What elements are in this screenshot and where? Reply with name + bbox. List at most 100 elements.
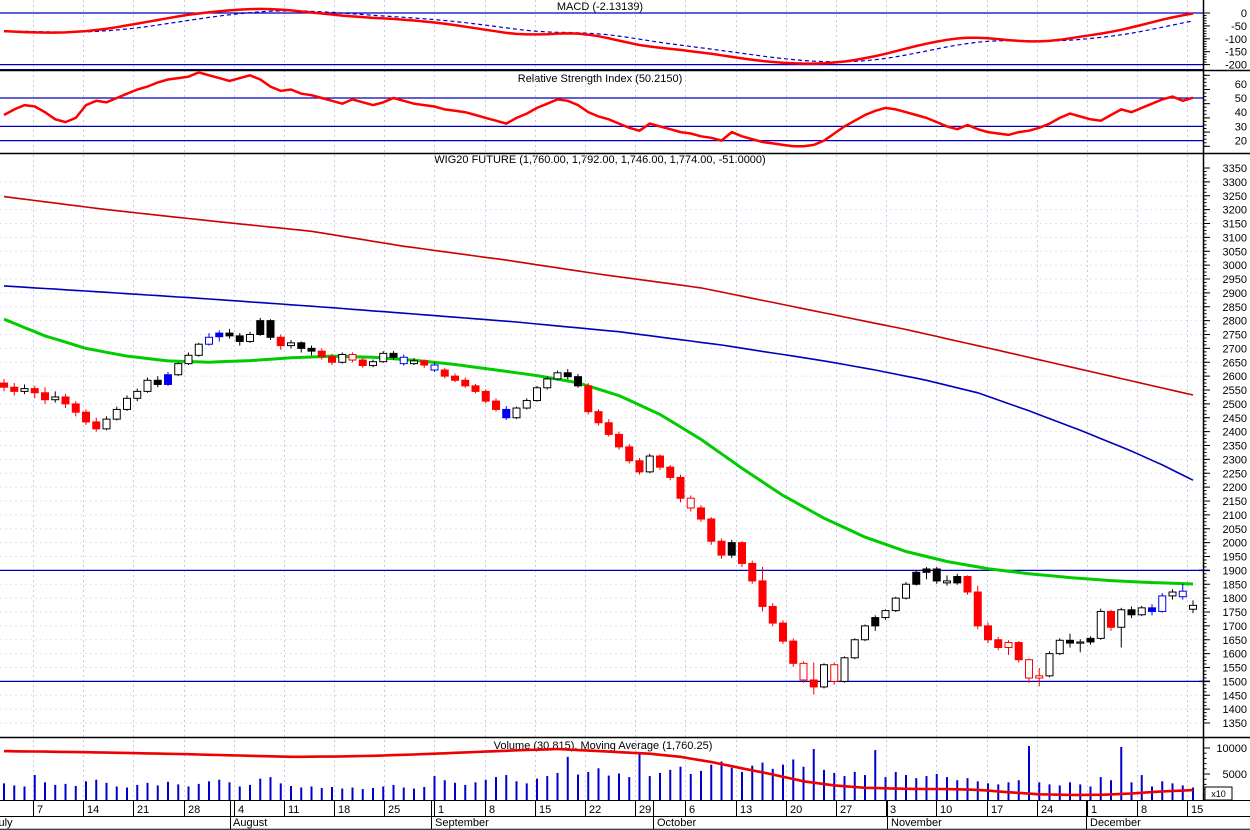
- svg-text:-100: -100: [1225, 34, 1247, 46]
- svg-text:1850: 1850: [1223, 579, 1247, 591]
- svg-text:20: 20: [1235, 136, 1247, 148]
- svg-text:2100: 2100: [1223, 510, 1247, 522]
- svg-text:5000: 5000: [1223, 769, 1247, 781]
- macd-signal-line: [3, 10, 1194, 63]
- svg-text:18: 18: [338, 804, 350, 816]
- svg-text:1650: 1650: [1223, 635, 1247, 647]
- rsi-line: [3, 71, 1194, 148]
- svg-text:2550: 2550: [1223, 385, 1247, 397]
- svg-text:20: 20: [790, 804, 802, 816]
- svg-text:1500: 1500: [1223, 676, 1247, 688]
- panel-separators: [0, 69, 1250, 830]
- level-lines: [0, 12, 1210, 683]
- svg-text:10: 10: [940, 804, 952, 816]
- svg-text:13: 13: [740, 804, 752, 816]
- svg-text:2600: 2600: [1223, 371, 1247, 383]
- svg-text:6: 6: [689, 804, 695, 816]
- svg-text:10000: 10000: [1216, 743, 1247, 755]
- svg-text:3000: 3000: [1223, 260, 1247, 272]
- svg-text:24: 24: [1041, 804, 1053, 816]
- svg-text:1450: 1450: [1223, 690, 1247, 702]
- svg-text:-150: -150: [1225, 47, 1247, 59]
- svg-text:29: 29: [639, 804, 651, 816]
- main-panel-title: WIG20 FUTURE (1,760.00, 1,792.00, 1,746.…: [434, 154, 766, 166]
- svg-text:1900: 1900: [1223, 565, 1247, 577]
- price-gridlines: [0, 181, 1203, 724]
- svg-text:3250: 3250: [1223, 191, 1247, 203]
- svg-text:1700: 1700: [1223, 621, 1247, 633]
- svg-text:September: September: [435, 817, 489, 829]
- svg-text:November: November: [891, 817, 942, 829]
- svg-text:1750: 1750: [1223, 607, 1247, 619]
- svg-text:3350: 3350: [1223, 163, 1247, 175]
- moving-averages: [3, 195, 1194, 586]
- svg-text:2000: 2000: [1223, 538, 1247, 550]
- svg-text:17: 17: [991, 804, 1003, 816]
- svg-text:December: December: [1090, 817, 1141, 829]
- svg-text:0: 0: [1241, 8, 1247, 20]
- svg-text:2300: 2300: [1223, 454, 1247, 466]
- svg-text:3300: 3300: [1223, 177, 1247, 189]
- svg-text:x10: x10: [1211, 789, 1226, 799]
- svg-text:2500: 2500: [1223, 399, 1247, 411]
- svg-text:30: 30: [1235, 121, 1247, 133]
- svg-text:27: 27: [840, 804, 852, 816]
- svg-text:25: 25: [388, 804, 400, 816]
- svg-text:1350: 1350: [1223, 718, 1247, 730]
- svg-text:2900: 2900: [1223, 288, 1247, 300]
- svg-text:21: 21: [137, 804, 149, 816]
- svg-text:October: October: [657, 817, 696, 829]
- svg-text:2850: 2850: [1223, 302, 1247, 314]
- svg-text:2750: 2750: [1223, 330, 1247, 342]
- svg-text:3: 3: [890, 804, 896, 816]
- svg-text:3100: 3100: [1223, 232, 1247, 244]
- svg-text:1400: 1400: [1223, 704, 1247, 716]
- svg-text:2250: 2250: [1223, 468, 1247, 480]
- svg-text:8: 8: [489, 804, 495, 816]
- svg-text:4: 4: [238, 804, 244, 816]
- svg-text:2650: 2650: [1223, 357, 1247, 369]
- svg-text:August: August: [233, 817, 267, 829]
- svg-text:15: 15: [539, 804, 551, 816]
- svg-text:14: 14: [87, 804, 99, 816]
- svg-text:28: 28: [188, 804, 200, 816]
- svg-text:2450: 2450: [1223, 413, 1247, 425]
- svg-text:July: July: [0, 817, 13, 829]
- svg-text:50: 50: [1235, 93, 1247, 105]
- svg-text:-50: -50: [1231, 21, 1247, 33]
- volume-ma-line: [3, 747, 1194, 797]
- svg-text:2150: 2150: [1223, 496, 1247, 508]
- svg-text:11: 11: [288, 804, 299, 816]
- svg-text:40: 40: [1235, 107, 1247, 119]
- date-axis: 7 14 21 28 4 11 18 25 1 8 15 22 29 6 13 20 27 3 10 17 24 1 8 15…: [0, 801, 1203, 829]
- svg-text:22: 22: [589, 804, 601, 816]
- macd-panel-title: MACD (-2.13139): [556, 1, 644, 13]
- svg-text:1: 1: [438, 804, 444, 816]
- svg-text:15: 15: [1191, 804, 1203, 816]
- rsi-panel-title: Relative Strength Index (50.2150): [517, 73, 683, 85]
- svg-text:1800: 1800: [1223, 593, 1247, 605]
- svg-text:3150: 3150: [1223, 219, 1247, 231]
- svg-text:1: 1: [1091, 804, 1097, 816]
- volume-multiplier: x10: [1204, 786, 1233, 801]
- svg-text:2800: 2800: [1223, 316, 1247, 328]
- svg-text:7: 7: [37, 804, 43, 816]
- rsi-lines: [3, 71, 1194, 148]
- svg-text:2200: 2200: [1223, 482, 1247, 494]
- svg-text:-200: -200: [1225, 60, 1247, 72]
- svg-text:8: 8: [1141, 804, 1147, 816]
- svg-text:2350: 2350: [1223, 441, 1247, 453]
- svg-text:60: 60: [1235, 79, 1247, 91]
- svg-text:2700: 2700: [1223, 343, 1247, 355]
- svg-text:1950: 1950: [1223, 552, 1247, 564]
- macd-lines: [3, 7, 1194, 65]
- svg-text:1550: 1550: [1223, 663, 1247, 675]
- svg-text:3200: 3200: [1223, 205, 1247, 217]
- candles: [0, 317, 1197, 695]
- svg-text:2050: 2050: [1223, 524, 1247, 536]
- svg-text:2400: 2400: [1223, 427, 1247, 439]
- svg-text:2950: 2950: [1223, 274, 1247, 286]
- svg-text:1600: 1600: [1223, 649, 1247, 661]
